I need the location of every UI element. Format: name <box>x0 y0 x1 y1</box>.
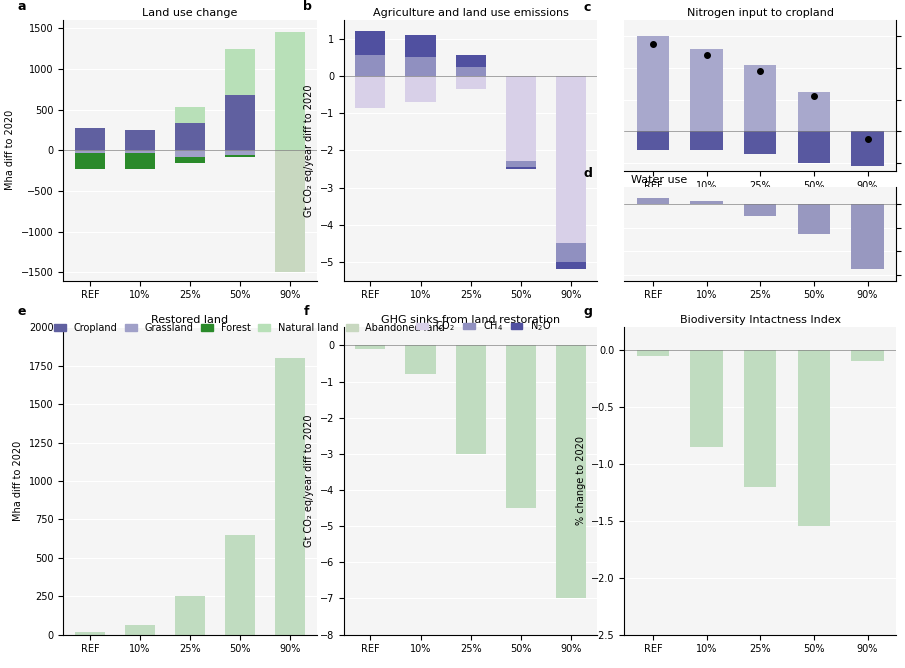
Bar <box>75 631 105 635</box>
Bar <box>75 150 105 153</box>
Bar <box>852 350 883 361</box>
Bar <box>125 153 155 169</box>
Bar <box>225 534 255 635</box>
Bar <box>798 204 830 234</box>
Bar <box>125 150 155 153</box>
Bar <box>455 55 486 67</box>
Bar <box>852 132 883 166</box>
Bar <box>405 76 435 102</box>
Bar <box>691 49 722 132</box>
Bar <box>798 350 830 526</box>
Bar <box>275 150 305 273</box>
Bar <box>691 201 722 204</box>
Bar <box>405 35 435 57</box>
Bar <box>852 204 883 269</box>
Text: d: d <box>584 168 593 180</box>
Bar <box>637 350 669 356</box>
Title: Biodiversity Intactness Index: Biodiversity Intactness Index <box>680 315 841 325</box>
Bar <box>637 36 669 132</box>
Bar <box>556 243 586 262</box>
Bar <box>175 150 205 157</box>
Y-axis label: Mha diff to 2020: Mha diff to 2020 <box>5 110 15 190</box>
Text: b: b <box>303 0 312 13</box>
Bar <box>225 95 255 150</box>
Bar <box>506 345 536 508</box>
Bar <box>75 128 105 150</box>
Bar <box>506 167 536 169</box>
Bar <box>175 157 205 163</box>
Text: g: g <box>584 305 593 318</box>
Bar <box>798 92 830 132</box>
Bar <box>744 350 776 487</box>
Bar <box>356 31 386 55</box>
Bar <box>275 155 305 157</box>
Title: Restored land: Restored land <box>151 315 229 325</box>
Bar <box>275 150 305 153</box>
Bar <box>356 76 386 108</box>
Bar <box>691 132 722 150</box>
Bar <box>798 132 830 163</box>
Title: Nitrogen input to cropland: Nitrogen input to cropland <box>687 8 834 18</box>
Title: Land use change: Land use change <box>142 8 238 18</box>
Bar <box>691 350 722 447</box>
Total <box>862 136 873 144</box>
Bar <box>175 107 205 124</box>
Bar <box>75 153 105 169</box>
Bar <box>225 150 255 155</box>
Bar <box>175 124 205 150</box>
Total <box>647 40 658 48</box>
Bar <box>455 345 486 454</box>
Bar <box>175 596 205 635</box>
Bar <box>275 32 305 150</box>
Legend: N manure, N other, Total: N manure, N other, Total <box>651 229 870 245</box>
Bar <box>455 67 486 76</box>
Text: f: f <box>303 305 309 318</box>
Bar <box>744 132 776 154</box>
Bar <box>637 132 669 150</box>
Y-axis label: Gt CO₂ eq/year diff to 2020: Gt CO₂ eq/year diff to 2020 <box>304 415 314 547</box>
Bar <box>744 204 776 216</box>
Bar <box>125 130 155 150</box>
Y-axis label: % change to 2020: % change to 2020 <box>576 436 586 526</box>
Bar <box>356 345 386 349</box>
Bar <box>275 358 305 635</box>
Bar <box>637 198 669 204</box>
Legend: CO$_2$, CH$_4$, N$_2$O: CO$_2$, CH$_4$, N$_2$O <box>412 315 556 337</box>
Text: a: a <box>18 0 26 13</box>
Total <box>701 51 712 59</box>
Legend: Cropland, Grassland, Forest, Natural land, Abandoned land: Cropland, Grassland, Forest, Natural lan… <box>50 319 449 337</box>
Total <box>755 67 766 75</box>
Bar <box>125 625 155 635</box>
Title: Agriculture and land use emissions: Agriculture and land use emissions <box>373 8 568 18</box>
Text: e: e <box>18 305 26 318</box>
Line: Total: Total <box>650 41 871 142</box>
Bar <box>275 150 305 155</box>
Bar <box>556 345 586 599</box>
Title: GHG sinks from land restoration: GHG sinks from land restoration <box>381 315 560 325</box>
Bar <box>556 76 586 243</box>
Total <box>808 92 819 100</box>
Bar <box>744 65 776 132</box>
Bar <box>225 155 255 157</box>
Y-axis label: Gt CO₂ eq/year diff to 2020: Gt CO₂ eq/year diff to 2020 <box>304 84 314 216</box>
Bar <box>556 262 586 269</box>
Bar <box>506 76 536 162</box>
Bar <box>356 55 386 76</box>
Text: Water use: Water use <box>624 174 688 184</box>
Y-axis label: Mha diff to 2020: Mha diff to 2020 <box>14 441 24 521</box>
Text: c: c <box>584 1 591 14</box>
Bar <box>455 76 486 89</box>
Bar <box>405 57 435 76</box>
Bar <box>405 345 435 374</box>
Bar <box>225 49 255 95</box>
Bar <box>506 162 536 167</box>
